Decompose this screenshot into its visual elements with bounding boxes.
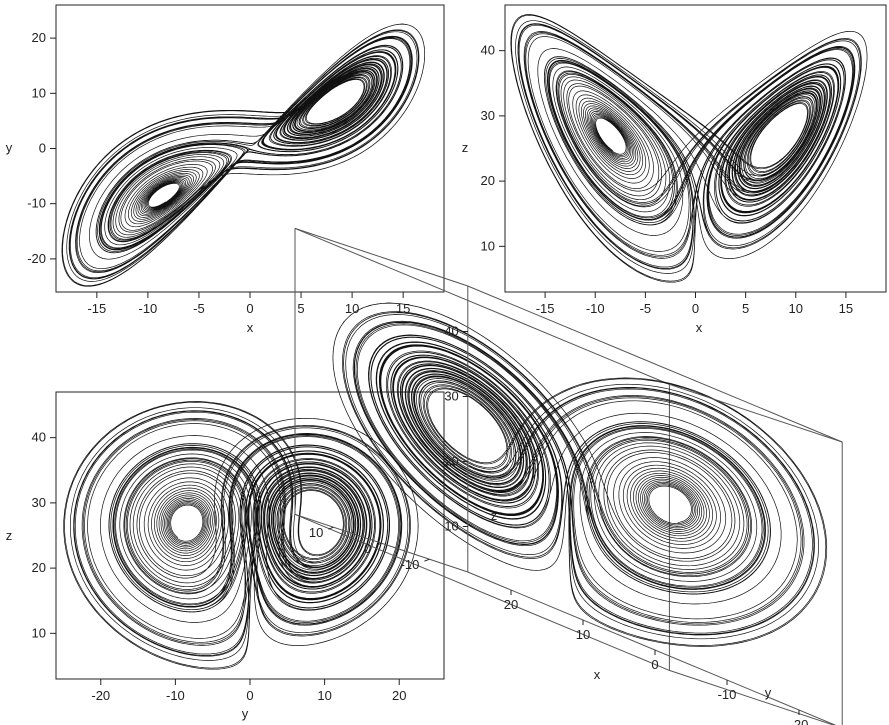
y-tick-label: -20 [27,251,46,266]
z-tick-label: 40 [444,324,458,339]
x-tick-label: -10 [401,557,420,572]
x-tick [376,542,382,546]
ylabel-yz: z [6,528,13,543]
ticks-3d: 10 20 30 40 10 0 -10 20 10 0 -10 -20 [309,324,808,725]
panel-yz: -20 -10 0 10 20 10 20 30 40 y z [6,391,445,721]
box-front-edges [294,227,843,725]
y-tick-label: 10 [32,625,46,640]
y-tick-label: 30 [481,108,495,123]
z-tick-label: 20 [444,454,458,469]
box-edge [669,383,843,443]
y-tick-label: 20 [481,173,495,188]
x-tick-label: -5 [193,301,205,316]
x-tick-label: 10 [317,688,331,703]
y-tick-label: 10 [576,627,590,642]
ylabel-xy: y [6,140,13,155]
z-tick-label: 30 [444,389,458,404]
x-tick-label: 0 [692,301,699,316]
ticks-xz: -15 -10 -5 0 5 10 15 10 20 30 40 [481,43,854,316]
x-tick-label: -10 [138,301,157,316]
y-tick-label: -10 [718,687,737,702]
y-tick-label: 10 [32,85,46,100]
x-tick-label: -10 [166,688,185,703]
trajectory-3d [332,302,828,647]
y-tick-label: 20 [32,560,46,575]
x-tick-label: 5 [297,301,304,316]
box-edge [294,513,670,671]
box-edge [467,285,843,443]
xlabel-3d: x [594,667,601,682]
y-tick-label: 20 [32,30,46,45]
ylabel-xz: z [462,140,469,155]
z-tick-label: 10 [444,519,458,534]
box-edge [294,227,468,287]
y-tick-label: 0 [651,657,658,672]
x-tick-label: 5 [742,301,749,316]
x-tick-label: -15 [536,301,555,316]
xlabel-xz: x [696,320,703,335]
x-tick-label: -15 [87,301,106,316]
panel-xz: -15 -10 -5 0 5 10 15 10 20 30 40 x z [462,4,887,335]
y-tick-label: 20 [504,597,518,612]
ticks-yz: -20 -10 0 10 20 10 20 30 40 [32,430,407,703]
box-edge [467,571,837,725]
y-tick-label: -20 [790,717,809,725]
x-tick-label: 20 [392,688,406,703]
x-tick-label: 0 [246,301,253,316]
zlabel-3d: z [491,508,498,523]
x-tick-label: -5 [640,301,652,316]
box-edge [294,227,670,385]
x-tick-label: 10 [789,301,803,316]
xlabel-xy: x [247,320,254,335]
trajectory-xy [61,23,426,287]
ylabel-3d: y [765,685,772,700]
y-tick-label: 40 [32,430,46,445]
y-tick-label: 30 [32,495,46,510]
xlabel-yz: y [242,706,249,721]
y-tick-label: -10 [27,196,46,211]
x-tick-label: 0 [364,541,371,556]
x-tick-label: -10 [586,301,605,316]
trajectory-yz [63,401,419,670]
trajectory-xz [510,14,868,283]
box-edge [669,669,835,725]
x-tick [328,526,334,530]
panel-3d: 10 20 30 40 10 0 -10 20 10 0 -10 -20 z x y [294,227,843,725]
y-tick-label: 0 [39,141,46,156]
x-tick-label: 15 [839,301,853,316]
x-tick-label: 10 [345,301,359,316]
x-tick-label: 10 [309,525,323,540]
y-tick-label: 10 [481,238,495,253]
x-tick [424,558,430,562]
x-tick-label: -20 [91,688,110,703]
y-tick-label: 40 [481,43,495,58]
x-tick-label: 0 [246,688,253,703]
